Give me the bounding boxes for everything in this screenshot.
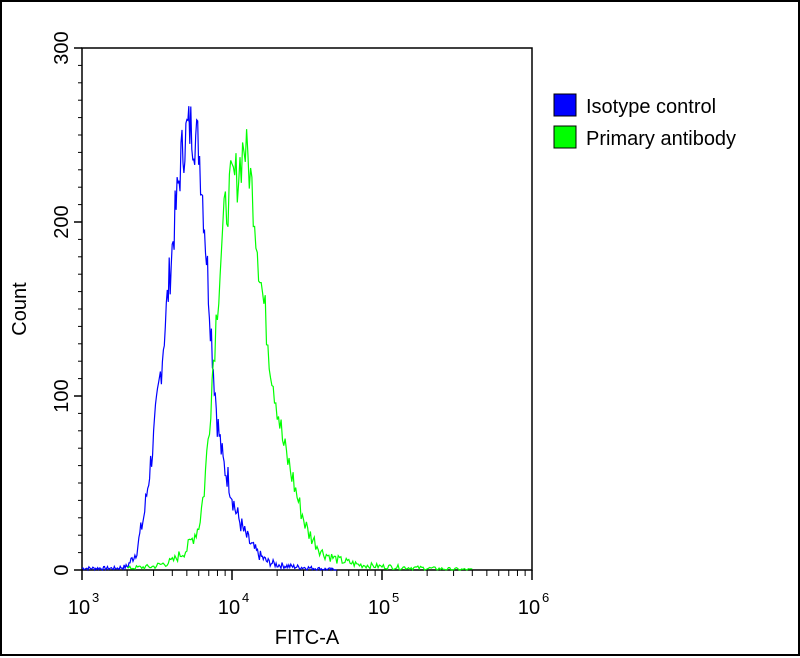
- legend-label-primary: Primary antibody: [586, 128, 736, 150]
- x-tick-exponent: 4: [242, 590, 249, 605]
- y-axis: 0 100 200 300: [51, 31, 82, 576]
- x-tick-exponent: 5: [392, 590, 399, 605]
- y-axis-title: Count: [9, 282, 31, 336]
- legend: Isotype control Primary antibody: [553, 93, 736, 150]
- x-tick-label: 10: [518, 597, 540, 619]
- y-tick-label: 100: [51, 379, 73, 412]
- y-tick-label: 300: [51, 31, 73, 64]
- series-lines: [81, 106, 473, 572]
- legend-swatch-primary: [553, 125, 577, 149]
- x-tick-label: 10: [368, 597, 390, 619]
- y-tick-label: 0: [51, 564, 73, 575]
- x-axis: 10 3 10 4 10 5 10 6: [68, 570, 549, 619]
- y-tick-label: 200: [51, 205, 73, 238]
- x-tick-label: 10: [218, 597, 240, 619]
- plot-area: [81, 47, 533, 571]
- series-line-1: [127, 129, 473, 571]
- x-tick-label: 10: [68, 597, 90, 619]
- x-tick-exponent: 3: [92, 590, 99, 605]
- legend-swatch-isotype: [553, 93, 577, 117]
- x-tick-exponent: 6: [542, 590, 549, 605]
- legend-label-isotype: Isotype control: [586, 96, 716, 118]
- legend-item-primary: Primary antibody: [553, 125, 736, 150]
- legend-item-isotype: Isotype control: [553, 93, 716, 118]
- series-line-0: [81, 106, 337, 572]
- x-axis-title: FITC-A: [275, 627, 340, 649]
